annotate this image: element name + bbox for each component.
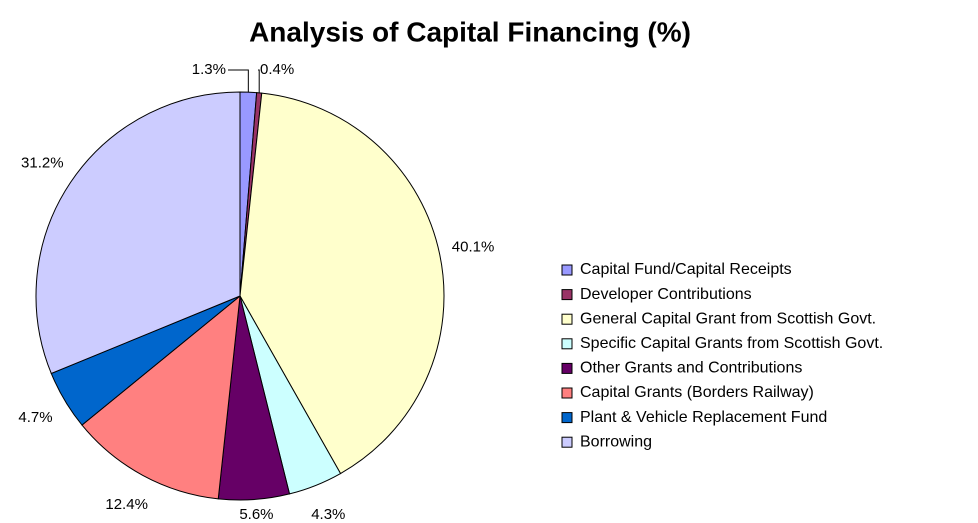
legend-swatch: [561, 362, 573, 374]
chart-title: Analysis of Capital Financing (%): [249, 16, 691, 47]
data-label: 4.3%: [311, 506, 345, 523]
pie-slice: [35, 91, 241, 375]
legend-label: Developer Contributions: [580, 286, 752, 303]
pie-slice: [239, 92, 445, 475]
legend-swatch: [561, 338, 573, 350]
pie-slice: [81, 294, 241, 500]
legend-label: Other Grants and Contributions: [580, 360, 802, 377]
leader-line: [228, 69, 249, 93]
data-label: 1.3%: [192, 61, 226, 78]
legend-swatch: [561, 264, 573, 276]
data-label: 31.2%: [21, 154, 64, 171]
legend-label: Capital Fund/Capital Receipts: [580, 261, 792, 278]
legend-swatch: [561, 436, 573, 448]
legend-swatch: [561, 387, 573, 399]
legend-label: Plant & Vehicle Replacement Fund: [580, 409, 827, 426]
legend-label: Borrowing: [580, 433, 652, 450]
leader-line: [258, 69, 260, 93]
legend-swatch: [561, 313, 573, 325]
data-label: 5.6%: [239, 506, 273, 523]
legend-swatch: [561, 289, 573, 301]
data-label: 0.4%: [260, 61, 294, 78]
data-label: 40.1%: [452, 239, 495, 256]
data-label: 12.4%: [105, 496, 148, 513]
data-label: 4.7%: [18, 409, 52, 426]
legend-label: Specific Capital Grants from Scottish Go…: [580, 335, 883, 352]
legend-swatch: [561, 412, 573, 424]
legend-label: General Capital Grant from Scottish Govt…: [580, 310, 876, 327]
legend-label: Capital Grants (Borders Railway): [580, 384, 814, 401]
